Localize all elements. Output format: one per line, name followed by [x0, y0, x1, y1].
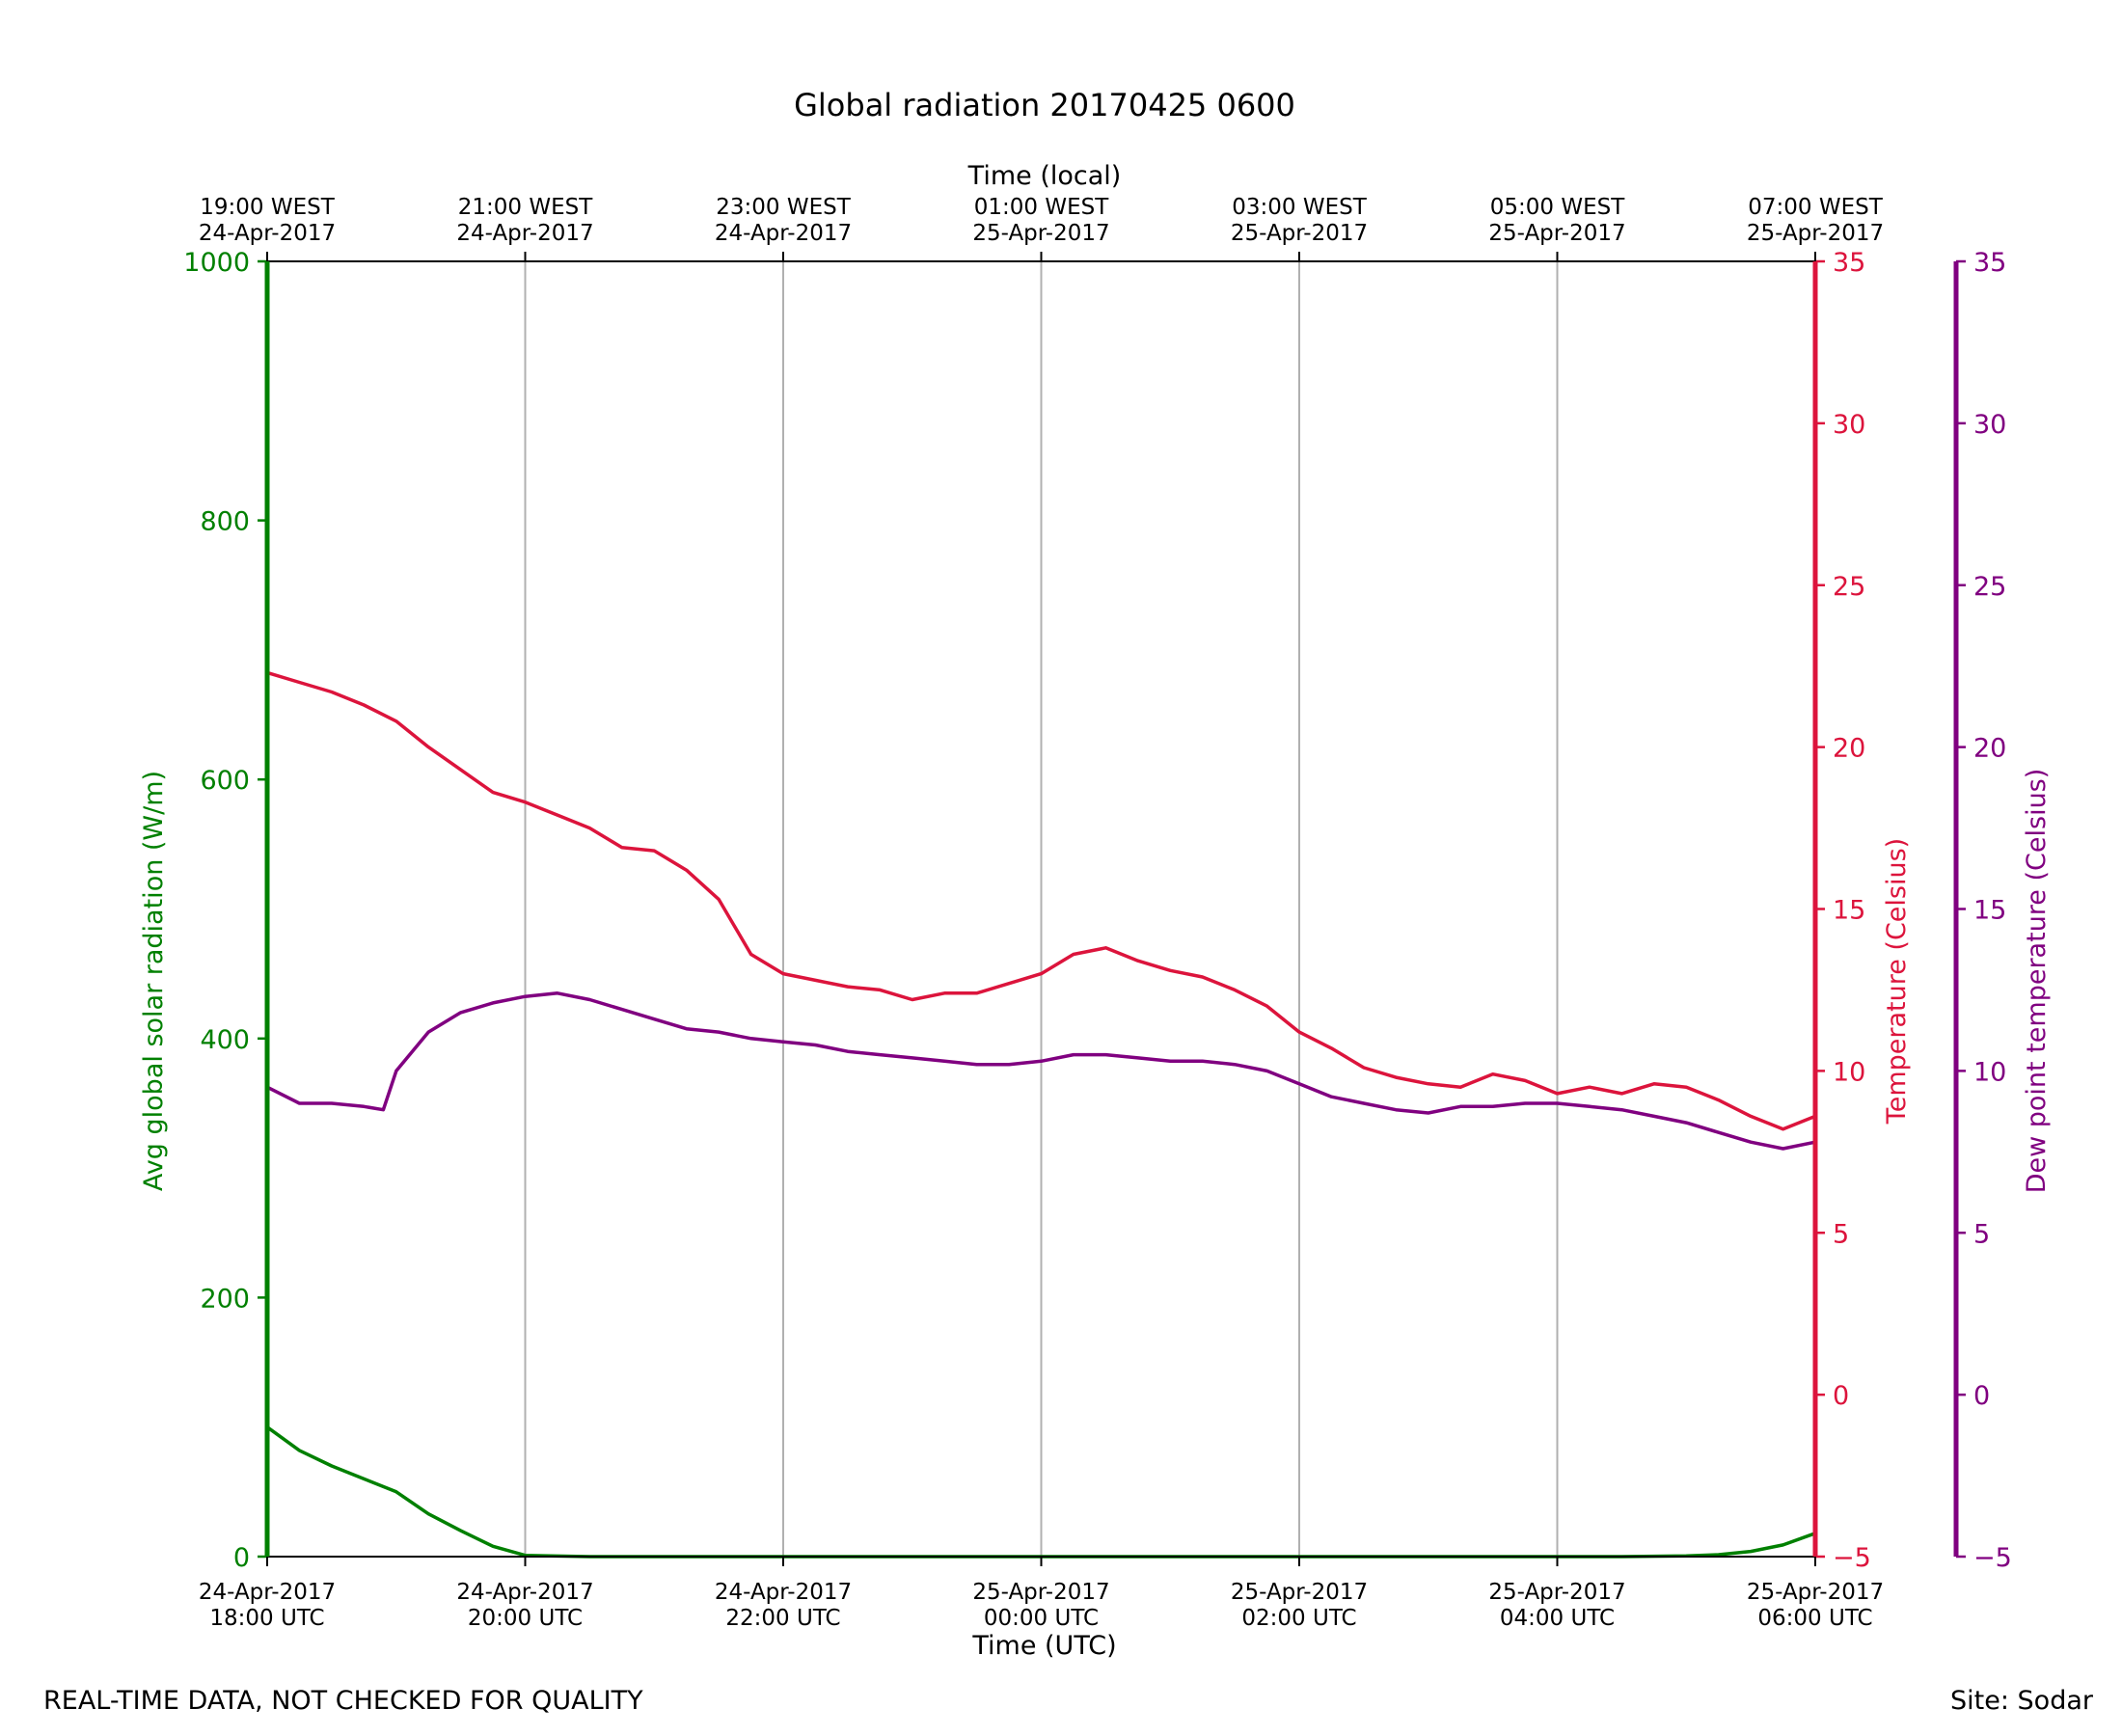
y-axis-radiation-tick-label: 400	[200, 1025, 250, 1055]
y-axis-temperature-tick-label: 35	[1833, 248, 1865, 278]
y-axis-temperature-tick-label: 20	[1833, 734, 1865, 764]
y-axis-temperature-tick-label: 25	[1833, 572, 1865, 602]
x-axis-bottom-tick-time: 04:00 UTC	[1500, 1606, 1615, 1631]
y-axis-radiation-tick-label: 1000	[183, 248, 250, 278]
x-axis-top-tick-time: 23:00 WEST	[716, 195, 851, 220]
y-axis-temperature-tick-label: −5	[1833, 1543, 1871, 1573]
y-axis-dewpoint-tick-label: −5	[1973, 1543, 2012, 1573]
y-axis-dewpoint-tick-label: 35	[1973, 248, 2006, 278]
x-axis-bottom-tick-time: 02:00 UTC	[1241, 1606, 1356, 1631]
series-line-temperature	[266, 670, 1816, 1131]
y-axis-temperature-tick-label: 30	[1833, 410, 1865, 440]
y-axis-dewpoint-tick-label: 30	[1973, 410, 2006, 440]
x-axis-bottom-tick-time: 00:00 UTC	[984, 1606, 1099, 1631]
y-axis-radiation-tick-label: 600	[200, 766, 250, 796]
labels-layer: Global radiation 20170425 0600 Time (loc…	[43, 87, 2094, 1716]
y-axis-dewpoint-tick-label: 20	[1973, 734, 2006, 764]
y-axis-temperature-tick-label: 0	[1833, 1381, 1849, 1411]
chart-title: Global radiation 20170425 0600	[794, 87, 1295, 123]
x-axis-top-tick-time: 05:00 WEST	[1490, 195, 1625, 220]
x-axis-top-tick-date: 25-Apr-2017	[1747, 221, 1884, 246]
y-axis-temperature-tick-label: 10	[1833, 1057, 1865, 1087]
y-axis-dewpoint-label: Dew point temperature (Celsius)	[2022, 769, 2052, 1194]
series-line-dewpoint	[266, 991, 1816, 1151]
x-axis-bottom-tick-date: 25-Apr-2017	[1231, 1580, 1368, 1605]
x-axis-bottom-tick-time: 22:00 UTC	[725, 1606, 840, 1631]
y-axis-dewpoint-tick-label: 5	[1973, 1219, 1990, 1249]
x-axis-top-tick-date: 24-Apr-2017	[456, 221, 593, 246]
grid-layer	[524, 261, 1559, 1557]
x-axis-top-tick-date: 24-Apr-2017	[199, 221, 336, 246]
y-axis-radiation-label: Avg global solar radiation (W/m)	[139, 771, 169, 1191]
y-axis-dewpoint-tick-label: 15	[1973, 896, 2006, 926]
footer-disclaimer: REAL-TIME DATA, NOT CHECKED FOR QUALITY	[43, 1686, 643, 1716]
x-axis-top-tick-time: 19:00 WEST	[200, 195, 335, 220]
x-axis-top-tick-time: 03:00 WEST	[1232, 195, 1367, 220]
x-axis-bottom-tick-date: 24-Apr-2017	[456, 1580, 593, 1605]
x-axis-bottom-tick-date: 24-Apr-2017	[199, 1580, 336, 1605]
x-axis-top-tick-time: 21:00 WEST	[458, 195, 593, 220]
x-axis-bottom-tick-date: 24-Apr-2017	[715, 1580, 852, 1605]
y-axis-temperature-tick-label: 15	[1833, 896, 1865, 926]
x-axis-top-tick-date: 25-Apr-2017	[972, 221, 1109, 246]
x-axis-top-tick-date: 25-Apr-2017	[1488, 221, 1625, 246]
y-axis-temperature-tick-label: 5	[1833, 1219, 1849, 1249]
footer-site: Site: Sodar	[1950, 1686, 2094, 1716]
x-axis-bottom-tick-date: 25-Apr-2017	[1747, 1580, 1884, 1605]
y-axis-temperature-label: Temperature (Celsius)	[1882, 838, 1912, 1125]
y-axis-dewpoint-tick-label: 25	[1973, 572, 2006, 602]
axes-layer: 0 200 400 600 800 1000 −5 0 5 10 15 20 25 30 35 −5 0 5 10 1…	[183, 195, 2012, 1631]
y-axis-dewpoint-tick-label: 10	[1973, 1057, 2006, 1087]
x-axis-bottom-tick-time: 18:00 UTC	[209, 1606, 324, 1631]
x-axis-top-label: Time (local)	[967, 161, 1122, 191]
x-axis-top-tick-time: 07:00 WEST	[1748, 195, 1883, 220]
x-axis-top-tick-date: 25-Apr-2017	[1231, 221, 1368, 246]
x-axis-bottom-tick-date: 25-Apr-2017	[972, 1580, 1109, 1605]
y-axis-dewpoint-tick-label: 0	[1973, 1381, 1990, 1411]
x-axis-top-tick-time: 01:00 WEST	[974, 195, 1109, 220]
x-axis-bottom-tick-time: 06:00 UTC	[1757, 1606, 1872, 1631]
x-axis-bottom-tick-time: 20:00 UTC	[468, 1606, 583, 1631]
x-axis-bottom-tick-date: 25-Apr-2017	[1488, 1580, 1625, 1605]
x-axis-bottom-label: Time (UTC)	[971, 1631, 1116, 1661]
y-axis-radiation-tick-label: 200	[200, 1284, 250, 1314]
y-axis-radiation-tick-label: 0	[233, 1543, 250, 1573]
x-axis-top-tick-date: 24-Apr-2017	[715, 221, 852, 246]
y-axis-radiation-tick-label: 800	[200, 507, 250, 537]
